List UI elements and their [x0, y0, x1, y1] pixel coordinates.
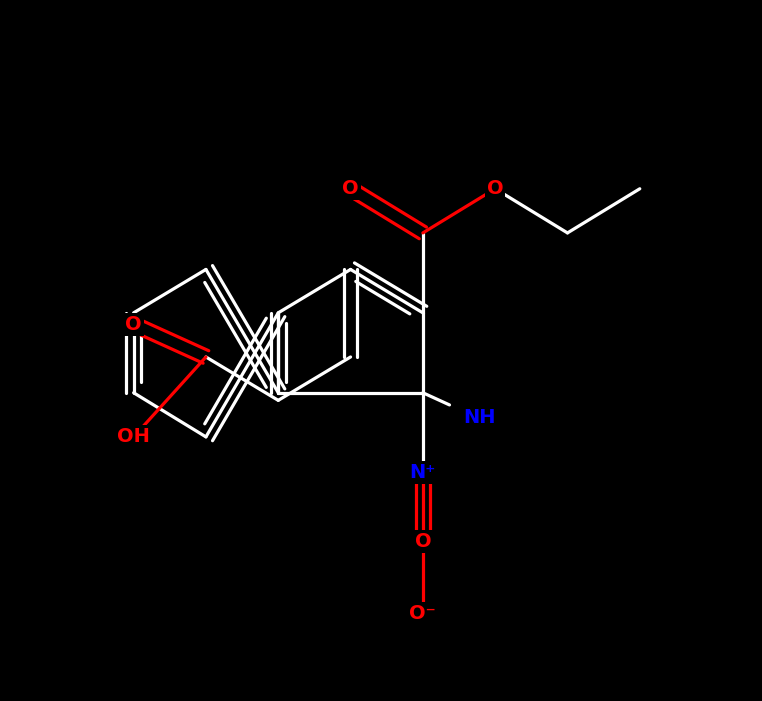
Text: OH: OH [117, 428, 150, 447]
Text: O: O [487, 179, 504, 198]
Text: O: O [125, 315, 142, 334]
Text: N⁺: N⁺ [410, 463, 436, 482]
Text: O⁻: O⁻ [409, 604, 436, 623]
Text: NH: NH [464, 409, 496, 428]
Text: O: O [342, 179, 359, 198]
Text: O: O [415, 531, 431, 551]
